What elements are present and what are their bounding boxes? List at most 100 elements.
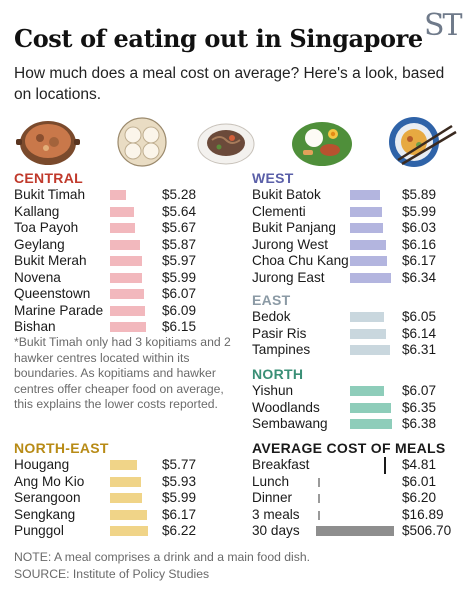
bar-jurong-east (350, 272, 391, 283)
page-title: Cost of eating out in Singapore (14, 24, 423, 53)
bar-30-days (316, 526, 394, 536)
bar-choa-chu-kang (350, 256, 387, 266)
label-bukit-timah: Bukit Timah (14, 187, 86, 202)
value-hougang: $5.77 (162, 457, 197, 472)
row-queenstown: Queenstown $6.07 (14, 286, 244, 303)
st-logo: ST (424, 8, 463, 43)
row-pasir-ris: Pasir Ris $6.14 (252, 326, 472, 343)
value-bukit-merah: $5.97 (162, 253, 197, 268)
row-toa-payoh: Toa Payoh $5.67 (14, 220, 244, 237)
label-punggol: Punggol (14, 523, 64, 538)
label-dinner: Dinner (252, 490, 293, 505)
label-clementi: Clementi (252, 203, 306, 219)
bar-novena (110, 272, 142, 283)
row-marine-parade: Marine Parade $6.09 (14, 303, 244, 320)
west-heading: WEST (252, 170, 294, 186)
footer-note: NOTE: A meal comprises a drink and a mai… (14, 550, 311, 564)
bar-tampines (350, 345, 390, 355)
bowl-chopsticks-icon (389, 117, 457, 167)
north-east-heading: NORTH-EAST (14, 440, 109, 456)
north-east-section: NORTH-EAST Hougang $5.77 Ang Mo Kio $5.93 Se… (14, 440, 244, 540)
label-bukit-panjang: Bukit Panjang (252, 220, 336, 235)
value-yishun: $6.07 (402, 383, 437, 398)
noodle-plate-icon (197, 123, 255, 165)
label-lunch: Lunch (252, 473, 290, 489)
bar-sengkang (110, 509, 147, 520)
value-serangoon: $5.99 (162, 490, 197, 505)
row-punggol: Punggol $6.22 (14, 523, 244, 540)
bar-sembawang (350, 419, 392, 429)
value-bukit-timah: $5.28 (162, 187, 197, 202)
central-heading: CENTRAL (14, 170, 83, 186)
label-bukit-merah: Bukit Merah (14, 253, 87, 268)
bar-punggol (110, 526, 148, 536)
bar-lunch (318, 477, 320, 487)
central-section: CENTRAL Bukit Timah $5.28 Kallang $5.64 Toa … (14, 170, 244, 336)
bar-toa-payoh (110, 223, 135, 233)
east-heading: EAST (252, 292, 291, 308)
bar-yishun (350, 386, 384, 396)
label-hougang: Hougang (14, 457, 70, 472)
label-jurong-east: Jurong East (252, 269, 325, 285)
row-30-days: 30 days $506.70 (252, 523, 472, 540)
bar-queenstown (110, 289, 144, 299)
row-lunch: Lunch $6.01 (252, 474, 472, 491)
label-bukit-batok: Bukit Batok (252, 187, 321, 202)
value-bukit-panjang: $6.03 (402, 220, 437, 235)
row-dinner: Dinner $6.20 (252, 490, 472, 507)
bar-serangoon (110, 493, 142, 503)
value-novena: $5.99 (162, 269, 197, 285)
row-hougang: Hougang $5.77 (14, 457, 244, 474)
label-ang-mo-kio: Ang Mo Kio (14, 473, 85, 489)
west-section: WEST Bukit Batok $5.89 Clementi $5.99 Bukit … (252, 170, 472, 286)
bar-bishan (110, 322, 146, 332)
value-geylang: $5.87 (162, 236, 197, 252)
bukit-timah-footnote: *Bukit Timah only had 3 kopitiams and 2 … (14, 335, 231, 411)
label-yishun: Yishun (252, 383, 294, 398)
value-marine-parade: $6.09 (162, 302, 197, 318)
label-marine-parade: Marine Parade (14, 302, 104, 318)
row-jurong-east: Jurong East $6.34 (252, 270, 472, 287)
value-pasir-ris: $6.14 (402, 325, 437, 341)
bar-dinner (318, 494, 320, 503)
label-bedok: Bedok (252, 309, 291, 324)
row-bedok: Bedok $6.05 (252, 309, 472, 326)
row-3-meals: 3 meals $16.89 (252, 507, 472, 524)
value-jurong-east: $6.34 (402, 269, 437, 285)
row-clementi: Clementi $5.99 (252, 204, 472, 221)
row-novena: Novena $5.99 (14, 270, 244, 287)
label-jurong-west: Jurong West (252, 236, 329, 252)
value-lunch: $6.01 (402, 473, 437, 489)
nasi-lemak-icon (292, 122, 352, 166)
food-illustrations (16, 117, 457, 167)
value-3-meals: $16.89 (402, 506, 444, 522)
row-sembawang: Sembawang $6.38 (252, 416, 472, 433)
bar-marine-parade (110, 305, 145, 316)
bar-hougang (110, 460, 137, 470)
label-kallang: Kallang (14, 203, 60, 219)
value-bukit-batok: $5.89 (402, 187, 437, 202)
row-bishan: Bishan $6.15 (14, 319, 244, 336)
label-sembawang: Sembawang (252, 416, 328, 431)
bar-pasir-ris (350, 328, 386, 339)
value-toa-payoh: $5.67 (162, 220, 197, 235)
value-queenstown: $6.07 (162, 286, 197, 301)
bar-kallang (110, 206, 134, 217)
north-section: NORTH Yishun $6.07 Woodlands $6.35 Sembawang… (252, 366, 472, 433)
bar-bukit-panjang (350, 223, 383, 233)
value-jurong-west: $6.16 (402, 236, 437, 252)
row-bukit-batok: Bukit Batok $5.89 (252, 187, 472, 204)
bar-woodlands (350, 402, 391, 413)
label-30-days: 30 days (252, 523, 300, 538)
bar-bukit-merah (110, 256, 142, 266)
bar-bedok (350, 312, 384, 322)
label-serangoon: Serangoon (14, 490, 81, 505)
value-bedok: $6.05 (402, 309, 437, 324)
label-choa-chu-kang: Choa Chu Kang (252, 253, 349, 268)
row-tampines: Tampines $6.31 (252, 342, 472, 359)
dim-sum-icon (117, 117, 167, 167)
row-kallang: Kallang $5.64 (14, 204, 244, 221)
footer: NOTE: A meal comprises a drink and a mai… (14, 549, 310, 582)
value-breakfast: $4.81 (402, 457, 437, 472)
bar-bukit-batok (350, 190, 380, 200)
